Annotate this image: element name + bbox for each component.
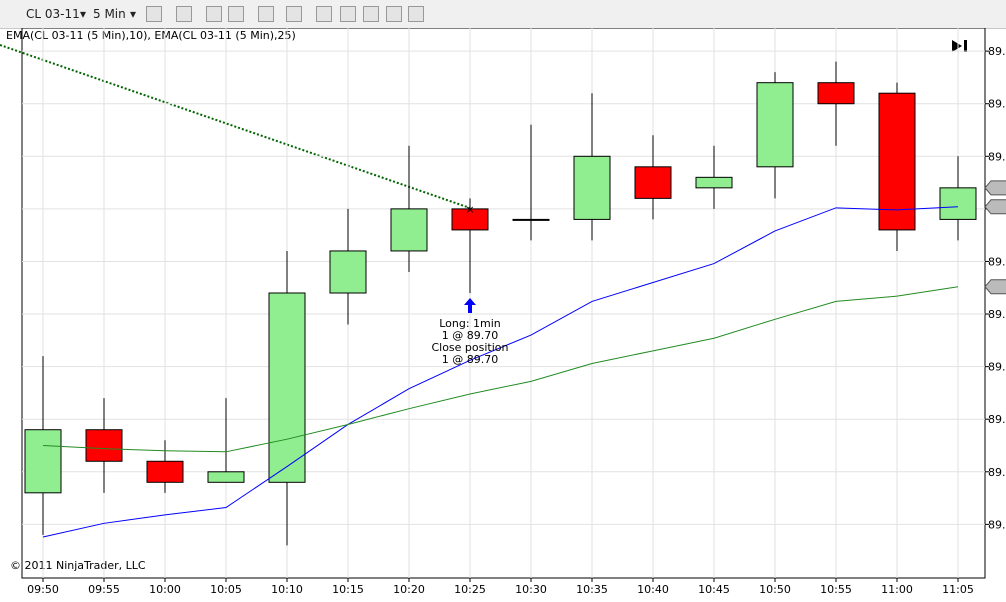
x-tick-label: 10:50	[759, 583, 791, 596]
candle-body	[939, 187, 977, 220]
entry-marker: ×	[465, 203, 474, 216]
x-tick-label: 10:20	[393, 583, 425, 596]
candle-body	[329, 250, 367, 294]
candle-body	[817, 82, 855, 105]
zoom-button[interactable]	[286, 6, 302, 22]
candle-body	[146, 460, 184, 483]
x-tick-label: 11:00	[881, 583, 913, 596]
plot-area	[21, 28, 986, 579]
ema-line	[42, 206, 959, 538]
play-button-bar[interactable]	[964, 40, 967, 52]
copyright: © 2011 NinjaTrader, LLC	[10, 559, 146, 572]
order-button[interactable]	[206, 6, 222, 22]
y-tick-label: 89.65	[988, 255, 1006, 268]
x-tick-label: 10:05	[210, 583, 242, 596]
bar-type-button[interactable]	[146, 6, 162, 22]
candle-body	[24, 429, 62, 494]
trade-annotation: Close position	[431, 341, 508, 354]
candle-body	[207, 471, 245, 483]
interval-selector[interactable]: 5 Min	[93, 7, 126, 21]
x-tick-label: 10:10	[271, 583, 303, 596]
x-tick-label: 10:45	[698, 583, 730, 596]
x-tick-label: 10:25	[454, 583, 486, 596]
panel-button[interactable]	[408, 6, 424, 22]
candle-body	[756, 82, 794, 168]
x-tick-label: 10:15	[332, 583, 364, 596]
arrow[interactable]: ▾	[80, 7, 87, 21]
crosshair-button[interactable]	[258, 6, 274, 22]
candle-body	[390, 208, 428, 252]
y-tick-label: 89.60	[988, 308, 1006, 321]
strategies-button[interactable]	[363, 6, 379, 22]
candle-body	[878, 92, 916, 231]
x-tick-label: 09:50	[27, 583, 59, 596]
toolbar: CL 03-11 ▾ 5 Min ▾	[0, 0, 1006, 29]
instrument-selector[interactable]: CL 03-11	[26, 7, 80, 21]
trade-annotation: 1 @ 89.70	[442, 329, 498, 342]
x-tick-label: 10:00	[149, 583, 181, 596]
y-tick-label: 89.55	[988, 361, 1006, 374]
x-tick-label: 10:55	[820, 583, 852, 596]
candle-body	[85, 429, 123, 462]
ema-line	[42, 286, 959, 453]
indicator-label: EMA(CL 03-11 (5 Min),10), EMA(CL 03-11 (…	[6, 29, 296, 42]
trade-annotation: Long: 1min	[439, 317, 501, 330]
x-tick-label: 09:55	[88, 583, 120, 596]
price-marker	[984, 180, 1006, 196]
candle-body	[512, 218, 550, 221]
y-tick-label: 89.50	[988, 413, 1006, 426]
candle-body	[695, 176, 733, 189]
candle-body	[268, 292, 306, 483]
draw-button[interactable]	[176, 6, 192, 22]
data-box-button[interactable]	[386, 6, 402, 22]
candle-body	[634, 166, 672, 199]
candle-body	[451, 208, 489, 231]
x-tick-label: 10:35	[576, 583, 608, 596]
price-marker	[984, 199, 1006, 215]
tool-button[interactable]	[228, 6, 244, 22]
price-marker	[984, 279, 1006, 295]
trade-line	[0, 44, 471, 209]
y-tick-label: 89.80	[988, 98, 1006, 111]
long-arrow	[464, 298, 476, 314]
trade-annotation: 1 @ 89.70	[442, 353, 498, 366]
properties-button[interactable]	[316, 6, 332, 22]
y-tick-label: 89.85	[988, 45, 1006, 58]
x-tick-label: 11:05	[942, 583, 974, 596]
play-button[interactable]	[952, 40, 962, 52]
y-tick-label: 89.40	[988, 518, 1006, 531]
y-tick-label: 89.45	[988, 466, 1006, 479]
candle-body	[573, 155, 611, 220]
x-tick-label: 10:40	[637, 583, 669, 596]
arrow[interactable]: ▾	[130, 7, 137, 21]
x-tick-label: 10:30	[515, 583, 547, 596]
y-tick-label: 89.75	[988, 150, 1006, 163]
chart: EMA(CL 03-11 (5 Min),10), EMA(CL 03-11 (…	[0, 28, 1006, 596]
indicators-button[interactable]	[340, 6, 356, 22]
